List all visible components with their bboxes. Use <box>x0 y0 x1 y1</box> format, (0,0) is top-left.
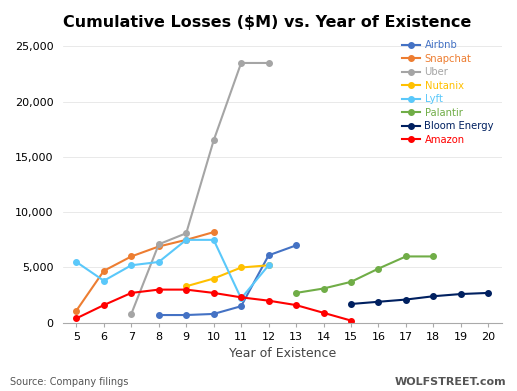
Snapchat <box>183 237 189 242</box>
Amazon <box>128 291 134 295</box>
Lyft <box>210 237 217 242</box>
Line: Lyft: Lyft <box>73 237 271 301</box>
Uber <box>128 312 134 316</box>
Bloom Energy <box>458 292 464 296</box>
Uber <box>156 242 162 247</box>
Text: Cumulative Losses ($M) vs. Year of Existence: Cumulative Losses ($M) vs. Year of Exist… <box>63 15 471 30</box>
Snapchat <box>73 308 80 313</box>
Snapchat <box>101 269 107 273</box>
Palantir <box>403 254 409 259</box>
Bloom Energy <box>403 297 409 302</box>
Nutanix <box>266 263 272 267</box>
Palantir <box>375 266 382 271</box>
Line: Uber: Uber <box>129 60 271 317</box>
Snapchat <box>128 254 134 259</box>
Line: Snapchat: Snapchat <box>73 230 217 314</box>
Amazon <box>293 303 299 307</box>
Amazon <box>321 310 327 315</box>
Lyft <box>266 263 272 267</box>
Uber <box>183 231 189 235</box>
Lyft <box>73 260 80 264</box>
Line: Bloom Energy: Bloom Energy <box>348 290 491 307</box>
Uber <box>210 138 217 143</box>
Line: Airbnb: Airbnb <box>156 242 299 318</box>
Airbnb <box>210 312 217 316</box>
Lyft <box>101 278 107 283</box>
Lyft <box>156 260 162 264</box>
Text: Source: Company filings: Source: Company filings <box>10 377 129 387</box>
Bloom Energy <box>485 291 491 295</box>
Uber <box>266 61 272 65</box>
Amazon <box>238 295 244 300</box>
Amazon <box>266 298 272 303</box>
Airbnb <box>293 243 299 248</box>
Bloom Energy <box>375 300 382 304</box>
X-axis label: Year of Existence: Year of Existence <box>229 347 336 361</box>
Uber <box>238 61 244 65</box>
Snapchat <box>210 230 217 235</box>
Amazon <box>348 318 354 323</box>
Line: Amazon: Amazon <box>73 287 354 323</box>
Line: Palantir: Palantir <box>293 254 436 296</box>
Lyft <box>238 296 244 301</box>
Palantir <box>321 286 327 291</box>
Bloom Energy <box>430 294 436 299</box>
Amazon <box>101 303 107 307</box>
Nutanix <box>210 276 217 281</box>
Lyft <box>128 263 134 267</box>
Legend: Airbnb, Snapchat, Uber, Nutanix, Lyft, Palantir, Bloom Energy, Amazon: Airbnb, Snapchat, Uber, Nutanix, Lyft, P… <box>399 38 497 148</box>
Text: WOLFSTREET.com: WOLFSTREET.com <box>395 377 507 387</box>
Palantir <box>348 280 354 284</box>
Airbnb <box>238 304 244 308</box>
Nutanix <box>238 265 244 270</box>
Amazon <box>73 316 80 321</box>
Palantir <box>293 291 299 295</box>
Airbnb <box>156 313 162 317</box>
Airbnb <box>266 253 272 258</box>
Amazon <box>156 287 162 292</box>
Nutanix <box>183 284 189 289</box>
Amazon <box>210 291 217 295</box>
Airbnb <box>183 313 189 317</box>
Line: Nutanix: Nutanix <box>184 262 271 289</box>
Amazon <box>183 287 189 292</box>
Bloom Energy <box>348 301 354 306</box>
Snapchat <box>156 244 162 249</box>
Lyft <box>183 237 189 242</box>
Palantir <box>430 254 436 259</box>
